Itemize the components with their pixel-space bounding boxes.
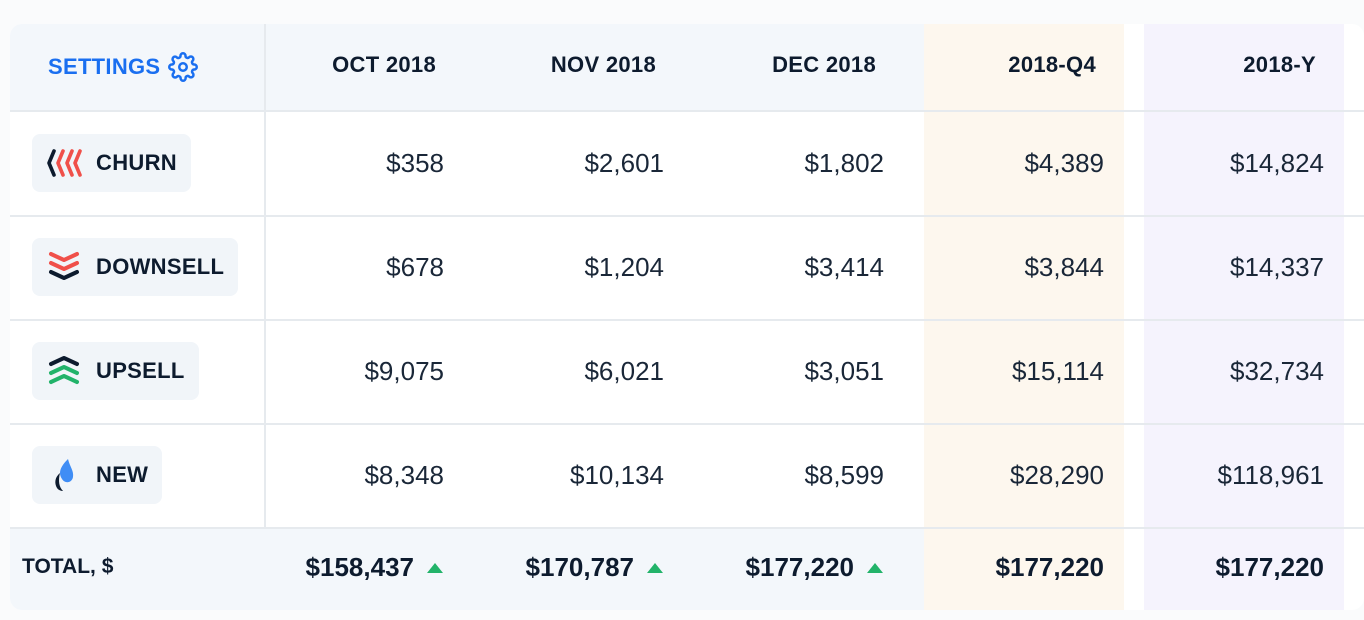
table-cell: $4,389 (1024, 148, 1104, 178)
table-cell: $10,134 (570, 460, 664, 490)
total-cell-q4: $177,220 (904, 552, 1104, 583)
table-cell: $1,204 (584, 252, 664, 282)
table-cell: $3,844 (1024, 252, 1104, 282)
churn-icon (47, 149, 82, 177)
total-value: $177,220 (995, 552, 1104, 582)
total-value: $177,220 (1215, 552, 1324, 582)
label-column-divider (264, 24, 266, 527)
table-cell: $3,051 (804, 356, 884, 386)
settings-button[interactable]: SETTINGS (48, 51, 199, 83)
trend-up-icon (647, 562, 663, 573)
row-label: DOWNSELL (96, 254, 225, 279)
trend-up-icon (427, 562, 443, 573)
table-cell: $3,414 (804, 252, 884, 282)
table-cell: $358 (386, 148, 444, 178)
gear-icon (168, 52, 199, 82)
row-divider (10, 423, 1364, 425)
table-cell: $14,824 (1230, 148, 1324, 178)
table-cell: $8,599 (804, 460, 884, 490)
column-header-2018-q4: 2018-Q4 (1008, 52, 1096, 77)
row-label: CHURN (96, 150, 177, 175)
column-header-nov-2018: NOV 2018 (550, 52, 656, 77)
trend-up-icon (867, 562, 883, 573)
table-row-upsell: UPSELL $9,075 $6,021 $3,051 $15,114 $32,… (10, 320, 1364, 422)
table-cell: $1,802 (804, 148, 884, 178)
table-cell: $14,337 (1230, 252, 1324, 282)
table-cell: $9,075 (364, 356, 444, 386)
upsell-badge[interactable]: UPSELL (32, 342, 199, 400)
new-icon (55, 459, 74, 491)
downsell-badge[interactable]: DOWNSELL (32, 238, 239, 296)
revenue-table: SETTINGS OCT 2018 NOV 2018 DEC 2018 2018… (10, 24, 1364, 610)
table-cell: $2,601 (584, 148, 664, 178)
total-cell-oct: $158,437 (244, 552, 444, 583)
quarter-column-highlight (924, 24, 1124, 610)
row-label: NEW (96, 462, 149, 487)
churn-badge[interactable]: CHURN (32, 134, 191, 192)
upsell-icon (49, 356, 79, 384)
column-header-dec-2018: DEC 2018 (772, 52, 876, 77)
total-cell-year: $177,220 (1124, 552, 1324, 583)
table-cell: $118,961 (1217, 460, 1324, 490)
total-row-background (10, 529, 924, 610)
header-row-background (10, 24, 924, 110)
table-cell: $28,290 (1010, 460, 1104, 490)
downsell-icon (49, 252, 79, 280)
table-cell: $8,348 (364, 460, 444, 490)
row-label: UPSELL (96, 358, 185, 383)
new-badge[interactable]: NEW (32, 446, 163, 504)
year-column-highlight (1144, 24, 1344, 610)
total-cell-dec: $177,220 (684, 552, 884, 583)
total-cell-nov: $170,787 (464, 552, 664, 583)
table-row-new: NEW $8,348 $10,134 $8,599 $28,290 $118,9… (10, 424, 1364, 526)
settings-label: SETTINGS (48, 54, 161, 79)
column-header-2018-y: 2018-Y (1243, 52, 1316, 77)
table-cell: $15,114 (1011, 356, 1104, 386)
table-row-downsell: DOWNSELL $678 $1,204 $3,414 $3,844 $14,3… (10, 216, 1364, 318)
total-value: $158,437 (305, 552, 414, 582)
row-divider (10, 110, 1364, 112)
row-divider (10, 215, 1364, 217)
total-label: TOTAL, $ (22, 555, 114, 578)
table-cell: $32,734 (1230, 356, 1324, 386)
row-divider (10, 319, 1364, 321)
total-value: $177,220 (745, 552, 854, 582)
total-value: $170,787 (525, 552, 634, 582)
row-divider (10, 527, 1364, 529)
column-header-oct-2018: OCT 2018 (332, 52, 436, 77)
table-cell: $678 (386, 252, 444, 282)
table-cell: $6,021 (584, 356, 664, 386)
table-row-churn: CHURN $358 $2,601 $1,802 $4,389 $14,824 (10, 112, 1364, 214)
